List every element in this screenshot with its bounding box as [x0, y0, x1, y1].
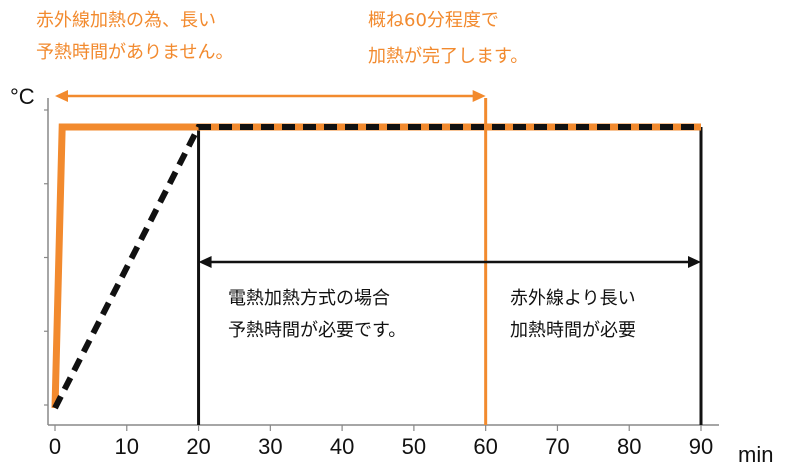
series-line-solid	[51, 123, 701, 409]
annotation-infrared-line1: 赤外線加熱の為、長い	[36, 10, 216, 31]
x-tick-label: 50	[402, 434, 426, 459]
x-tick-label: 60	[473, 434, 497, 459]
annotation-complete-line2: 加熱が完了します。	[368, 46, 529, 67]
annotation-complete-line1: 概ね60分程度で	[368, 10, 499, 31]
range-arrow-head-left	[198, 256, 212, 268]
annotation-longer-line2: 加熱時間が必要	[510, 320, 636, 341]
x-tick-label: 10	[115, 434, 139, 459]
x-axis-unit: min	[738, 442, 773, 464]
x-tick-label: 90	[689, 434, 713, 459]
x-tick-label: 70	[545, 434, 569, 459]
x-tick-label: 0	[49, 434, 61, 459]
x-tick-label: 20	[186, 434, 210, 459]
x-tick-label: 40	[330, 434, 354, 459]
y-axis-unit: °C	[10, 84, 35, 109]
x-tick-label: 80	[617, 434, 641, 459]
annotation-electric-line2: 予熱時間が必要です。	[228, 320, 407, 341]
annotation-longer-line1: 赤外線より長い	[510, 288, 636, 309]
series-line-dashed	[52, 124, 701, 410]
range-arrow-head-left	[55, 90, 68, 102]
x-tick-label: 30	[258, 434, 282, 459]
annotation-electric-line1: 電熱加熱方式の場合	[228, 288, 390, 309]
annotation-infrared-line2: 予熱時間がありません。	[36, 42, 234, 63]
range-arrow-head-right	[472, 90, 486, 102]
range-arrow-head-right	[688, 256, 701, 268]
